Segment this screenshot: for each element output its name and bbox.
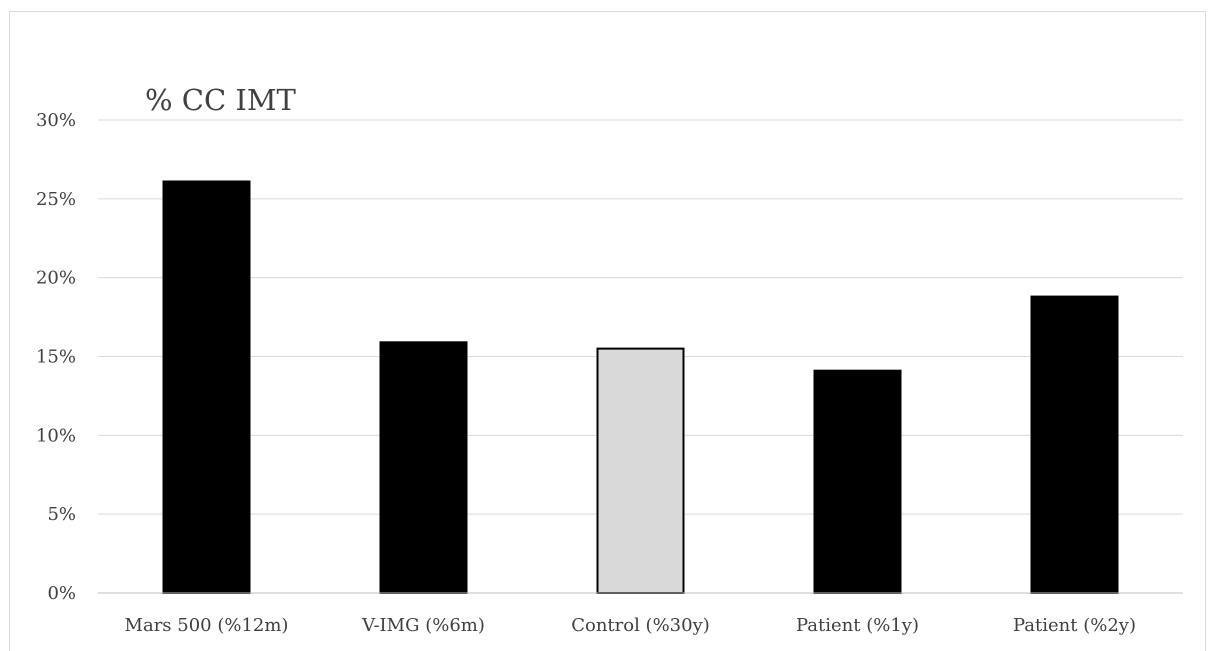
bar — [596, 347, 685, 594]
y-tick-label: 10% — [36, 425, 76, 446]
y-tick-label: 15% — [36, 347, 76, 368]
y-tick-label: 5% — [47, 504, 76, 525]
bar — [1030, 295, 1119, 594]
chart-frame — [9, 11, 1206, 651]
x-category-label: Mars 500 (%12m) — [125, 615, 289, 636]
bars — [162, 180, 1119, 595]
chart-title: % CC IMT — [145, 83, 297, 117]
y-tick-label: 30% — [36, 110, 76, 131]
x-category-label: Control (%30y) — [571, 615, 710, 636]
y-tick-label: 20% — [36, 268, 76, 289]
x-category-label: Patient (%1y) — [796, 615, 919, 636]
x-category-label: Patient (%2y) — [1013, 615, 1136, 636]
x-category-label: V-IMG (%6m) — [361, 615, 485, 636]
y-tick-label: 0% — [47, 583, 76, 604]
y-tick-label: 25% — [36, 189, 76, 210]
x-axis-categories: Mars 500 (%12m) V-IMG (%6m) Control (%30y)… — [125, 615, 1136, 636]
bar — [162, 180, 251, 595]
bar — [379, 341, 468, 594]
y-axis-ticks: 0% 5% 10% 15% 20% 25% 30% — [36, 110, 76, 604]
bar — [813, 369, 902, 594]
